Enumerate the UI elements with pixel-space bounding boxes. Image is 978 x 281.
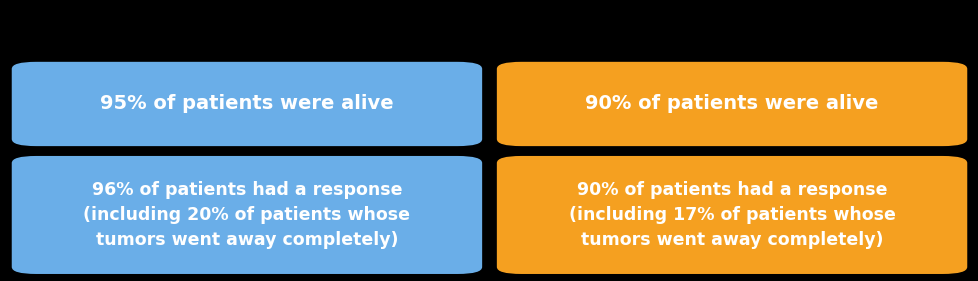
FancyBboxPatch shape	[496, 62, 966, 146]
FancyBboxPatch shape	[496, 156, 966, 274]
FancyBboxPatch shape	[12, 156, 481, 274]
Text: 90% of patients had a response
(including 17% of patients whose
tumors went away: 90% of patients had a response (includin…	[568, 181, 895, 249]
FancyBboxPatch shape	[12, 62, 481, 146]
Text: 95% of patients were alive: 95% of patients were alive	[100, 94, 393, 114]
Text: 96% of patients had a response
(including 20% of patients whose
tumors went away: 96% of patients had a response (includin…	[83, 181, 410, 249]
Text: 90% of patients were alive: 90% of patients were alive	[585, 94, 878, 114]
